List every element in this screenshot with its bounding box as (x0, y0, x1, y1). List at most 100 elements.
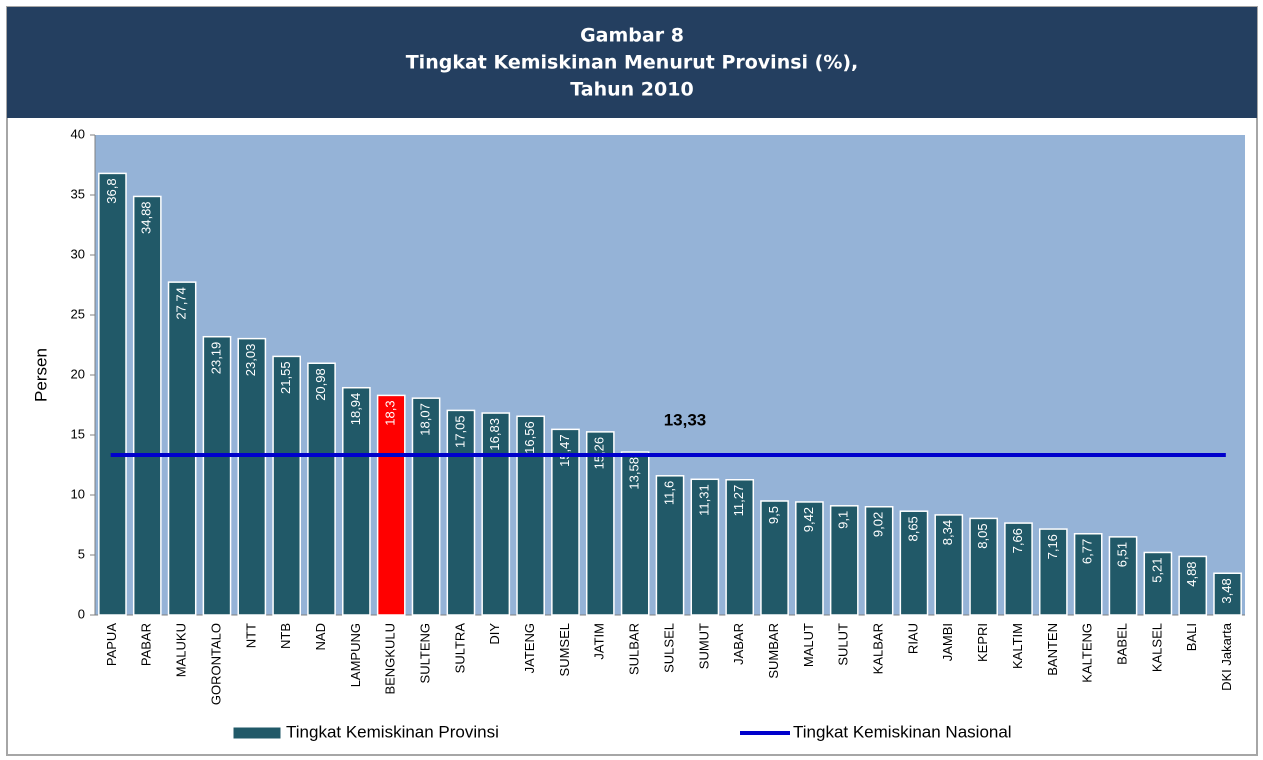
x-tick-label: DKI Jakarta (1219, 622, 1234, 691)
bar (1178, 555, 1208, 616)
x-tick-label: RIAU (905, 623, 920, 654)
bar (795, 501, 824, 616)
bar (864, 506, 894, 616)
bar (132, 195, 162, 616)
legend-swatch (232, 726, 282, 740)
chart-title: Tahun 2010 (570, 79, 693, 101)
x-tick-label: NTT (243, 623, 258, 648)
x-tick-label: KALBAR (871, 623, 886, 674)
x-tick-label: JATENG (522, 623, 537, 673)
bar (98, 172, 127, 616)
y-tick-label: 0 (78, 606, 85, 621)
x-tick-label: SUMSEL (557, 623, 572, 676)
x-tick-label: NTB (278, 623, 293, 649)
data-label: 34,88 (139, 201, 154, 234)
x-tick-label: BALI (1184, 623, 1199, 651)
y-tick-label: 10 (71, 486, 85, 501)
x-tick-label: JAMBI (940, 623, 955, 661)
legend-label: Tingkat Kemiskinan Nasional (793, 722, 1012, 741)
x-tick-label: SULUT (836, 623, 851, 666)
x-tick-label: SUMBAR (766, 623, 781, 679)
x-tick-label: JABAR (731, 623, 746, 665)
y-tick-label: 25 (71, 306, 85, 321)
data-label: 20,98 (313, 368, 328, 401)
x-tick-label: PABAR (139, 623, 154, 666)
legend-label: Tingkat Kemiskinan Provinsi (286, 722, 499, 741)
bar (446, 409, 476, 616)
bar (342, 386, 371, 616)
bar (376, 394, 406, 616)
data-label: 18,94 (348, 393, 363, 426)
x-tick-label: LAMPUNG (348, 623, 363, 687)
bar (1038, 528, 1068, 616)
y-axis-label: Persen (31, 348, 50, 402)
x-tick-label: MALUKU (174, 623, 189, 677)
bar (934, 514, 964, 616)
bar (411, 397, 441, 616)
y-tick-label: 15 (71, 426, 85, 441)
bar (899, 510, 929, 616)
x-tick-label: GORONTALO (208, 623, 223, 705)
bar (1108, 536, 1138, 616)
data-label: 13,58 (627, 457, 642, 490)
bar (690, 478, 720, 616)
x-tick-label: KALTENG (1080, 623, 1095, 683)
data-label: 36,8 (104, 178, 119, 203)
data-label: 15,47 (557, 434, 572, 467)
x-tick-label: BENGKULU (383, 623, 398, 695)
chart-title: Tingkat Kemiskinan Menurut Provinsi (%), (406, 52, 859, 74)
data-label: 17,05 (452, 415, 467, 448)
bar (551, 428, 580, 616)
data-label: 7,66 (1010, 528, 1025, 553)
bar (760, 500, 789, 616)
bar (620, 451, 650, 616)
x-tick-label: SUMUT (696, 623, 711, 669)
data-label: 21,55 (278, 361, 293, 394)
header (7, 7, 1257, 118)
x-tick-label: SULTRA (452, 623, 467, 674)
data-label: 5,21 (1149, 557, 1164, 582)
bar (1004, 522, 1033, 616)
data-label: 8,65 (905, 516, 920, 541)
x-tick-label: NAD (313, 623, 328, 650)
data-label: 13,33 (664, 411, 707, 430)
data-label: 6,77 (1080, 539, 1095, 564)
data-label: 27,74 (174, 287, 189, 320)
data-label: 9,02 (871, 512, 886, 537)
data-label: 9,5 (766, 506, 781, 524)
x-tick-label: BABEL (1114, 623, 1129, 665)
bar (1073, 533, 1103, 616)
data-label: 11,27 (731, 485, 746, 517)
data-label: 7,16 (1045, 534, 1060, 559)
bar (237, 337, 267, 616)
bar (585, 431, 615, 616)
bar (1143, 551, 1173, 616)
bar (1213, 572, 1242, 616)
data-label: 4,88 (1184, 561, 1199, 586)
x-tick-label: DIY (487, 623, 502, 645)
data-label: 23,19 (208, 342, 223, 375)
data-label: 16,83 (487, 418, 502, 451)
x-tick-label: PAPUA (104, 623, 119, 666)
data-label: 18,3 (383, 400, 398, 425)
data-label: 11,31 (696, 484, 711, 516)
chart-title: Gambar 8 (580, 25, 684, 47)
y-tick-label: 30 (71, 246, 85, 261)
y-tick-label: 35 (71, 186, 85, 201)
bar (272, 355, 302, 616)
data-label: 3,48 (1219, 578, 1234, 603)
bar (202, 335, 232, 616)
data-label: 16,56 (522, 421, 537, 454)
data-label: 8,05 (975, 523, 990, 548)
y-tick-label: 40 (71, 126, 85, 141)
bar (516, 415, 545, 616)
data-label: 11,6 (661, 481, 676, 505)
bar (969, 517, 998, 616)
x-tick-label: JATIM (592, 623, 607, 660)
data-label: 9,42 (801, 507, 816, 532)
data-label: 9,1 (836, 511, 851, 529)
x-tick-label: SULTENG (417, 623, 432, 683)
data-label: 18,07 (417, 403, 432, 436)
x-tick-label: SULBAR (627, 623, 642, 675)
